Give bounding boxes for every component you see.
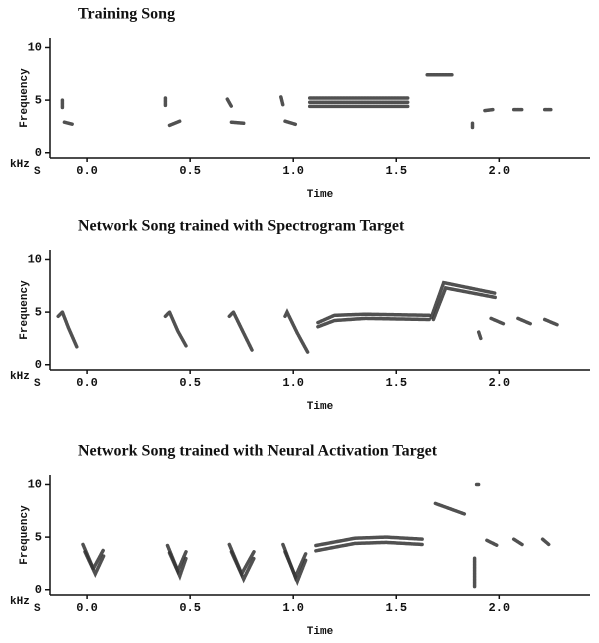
- x-tick-label: 0.5: [179, 164, 201, 178]
- x-tick-label: 2.0: [489, 376, 511, 390]
- syllable-trace: [485, 538, 500, 548]
- x-tick-label: 1.5: [385, 164, 407, 178]
- syllable-trace: [540, 537, 551, 547]
- syllable-trace: [229, 550, 256, 584]
- x-tick-label: 0.5: [179, 601, 201, 615]
- y-axis-label: Frequency: [19, 505, 31, 565]
- syllable-trace: [279, 95, 285, 108]
- syllable-trace: [476, 330, 483, 341]
- y-tick-label: 0: [35, 146, 42, 160]
- x-tick-label: 1.0: [282, 164, 304, 178]
- x-unit: S: [34, 166, 41, 178]
- y-tick-label: 5: [35, 305, 42, 319]
- x-tick-label: 0.0: [76, 601, 98, 615]
- y-axis-label: Frequency: [19, 68, 31, 128]
- x-axis-label: Time: [307, 626, 334, 638]
- panel: Network Song trained with Spectrogram Ta…: [10, 218, 590, 413]
- syllable-trace: [431, 285, 497, 322]
- panel-title: Network Song trained with Spectrogram Ta…: [78, 218, 405, 235]
- syllable-trace: [227, 309, 254, 352]
- x-tick-label: 2.0: [489, 601, 511, 615]
- y-tick-label: 0: [35, 583, 42, 597]
- syllable-trace: [542, 317, 559, 327]
- x-tick-label: 1.0: [282, 601, 304, 615]
- syllable-trace: [316, 316, 431, 329]
- syllable-trace: [83, 550, 106, 579]
- syllable-trace: [516, 316, 532, 326]
- y-axis-label: Frequency: [19, 280, 31, 340]
- x-tick-label: 1.0: [282, 376, 304, 390]
- y-tick-label: 5: [35, 530, 42, 544]
- syllable-trace: [433, 501, 467, 516]
- syllable-trace: [229, 120, 246, 126]
- x-tick-label: 0.0: [76, 376, 98, 390]
- x-unit: S: [34, 378, 41, 390]
- syllable-trace: [283, 119, 298, 127]
- y-unit: kHz: [10, 371, 30, 383]
- syllable-trace: [489, 316, 506, 326]
- panel: Network Song trained with Neural Activat…: [10, 443, 590, 638]
- x-tick-label: 1.5: [385, 601, 407, 615]
- syllable-trace: [314, 535, 425, 548]
- syllable-trace: [314, 540, 425, 553]
- y-tick-label: 0: [35, 358, 42, 372]
- syllable-trace: [316, 312, 431, 325]
- syllable-trace: [511, 537, 524, 547]
- syllable-trace: [167, 119, 182, 128]
- x-tick-label: 0.5: [179, 376, 201, 390]
- x-tick-label: 0.0: [76, 164, 98, 178]
- x-axis-label: Time: [307, 189, 334, 201]
- syllable-trace: [62, 120, 75, 127]
- syllable-trace: [283, 550, 308, 586]
- syllable-trace: [483, 107, 495, 113]
- panel: Training Song 0 5 10 0.0 0.5 1.0 1.5 2.0 kHz S Freq…: [10, 6, 590, 201]
- y-tick-label: 10: [28, 478, 42, 492]
- panel-title: Network Song trained with Neural Activat…: [78, 443, 438, 460]
- syllable-trace: [283, 308, 310, 354]
- syllable-trace: [225, 97, 234, 109]
- x-unit: S: [34, 603, 41, 615]
- y-tick-label: 10: [28, 253, 42, 267]
- x-tick-label: 1.5: [385, 376, 407, 390]
- syllable-trace: [163, 309, 188, 348]
- y-unit: kHz: [10, 159, 30, 171]
- syllable-trace: [167, 551, 188, 581]
- panel-title: Training Song: [78, 6, 175, 23]
- y-tick-label: 10: [28, 41, 42, 55]
- syllable-trace: [429, 280, 497, 320]
- x-tick-label: 2.0: [489, 164, 511, 178]
- x-axis-label: Time: [307, 401, 334, 413]
- y-unit: kHz: [10, 596, 30, 608]
- syllable-trace: [56, 308, 79, 349]
- y-tick-label: 5: [35, 93, 42, 107]
